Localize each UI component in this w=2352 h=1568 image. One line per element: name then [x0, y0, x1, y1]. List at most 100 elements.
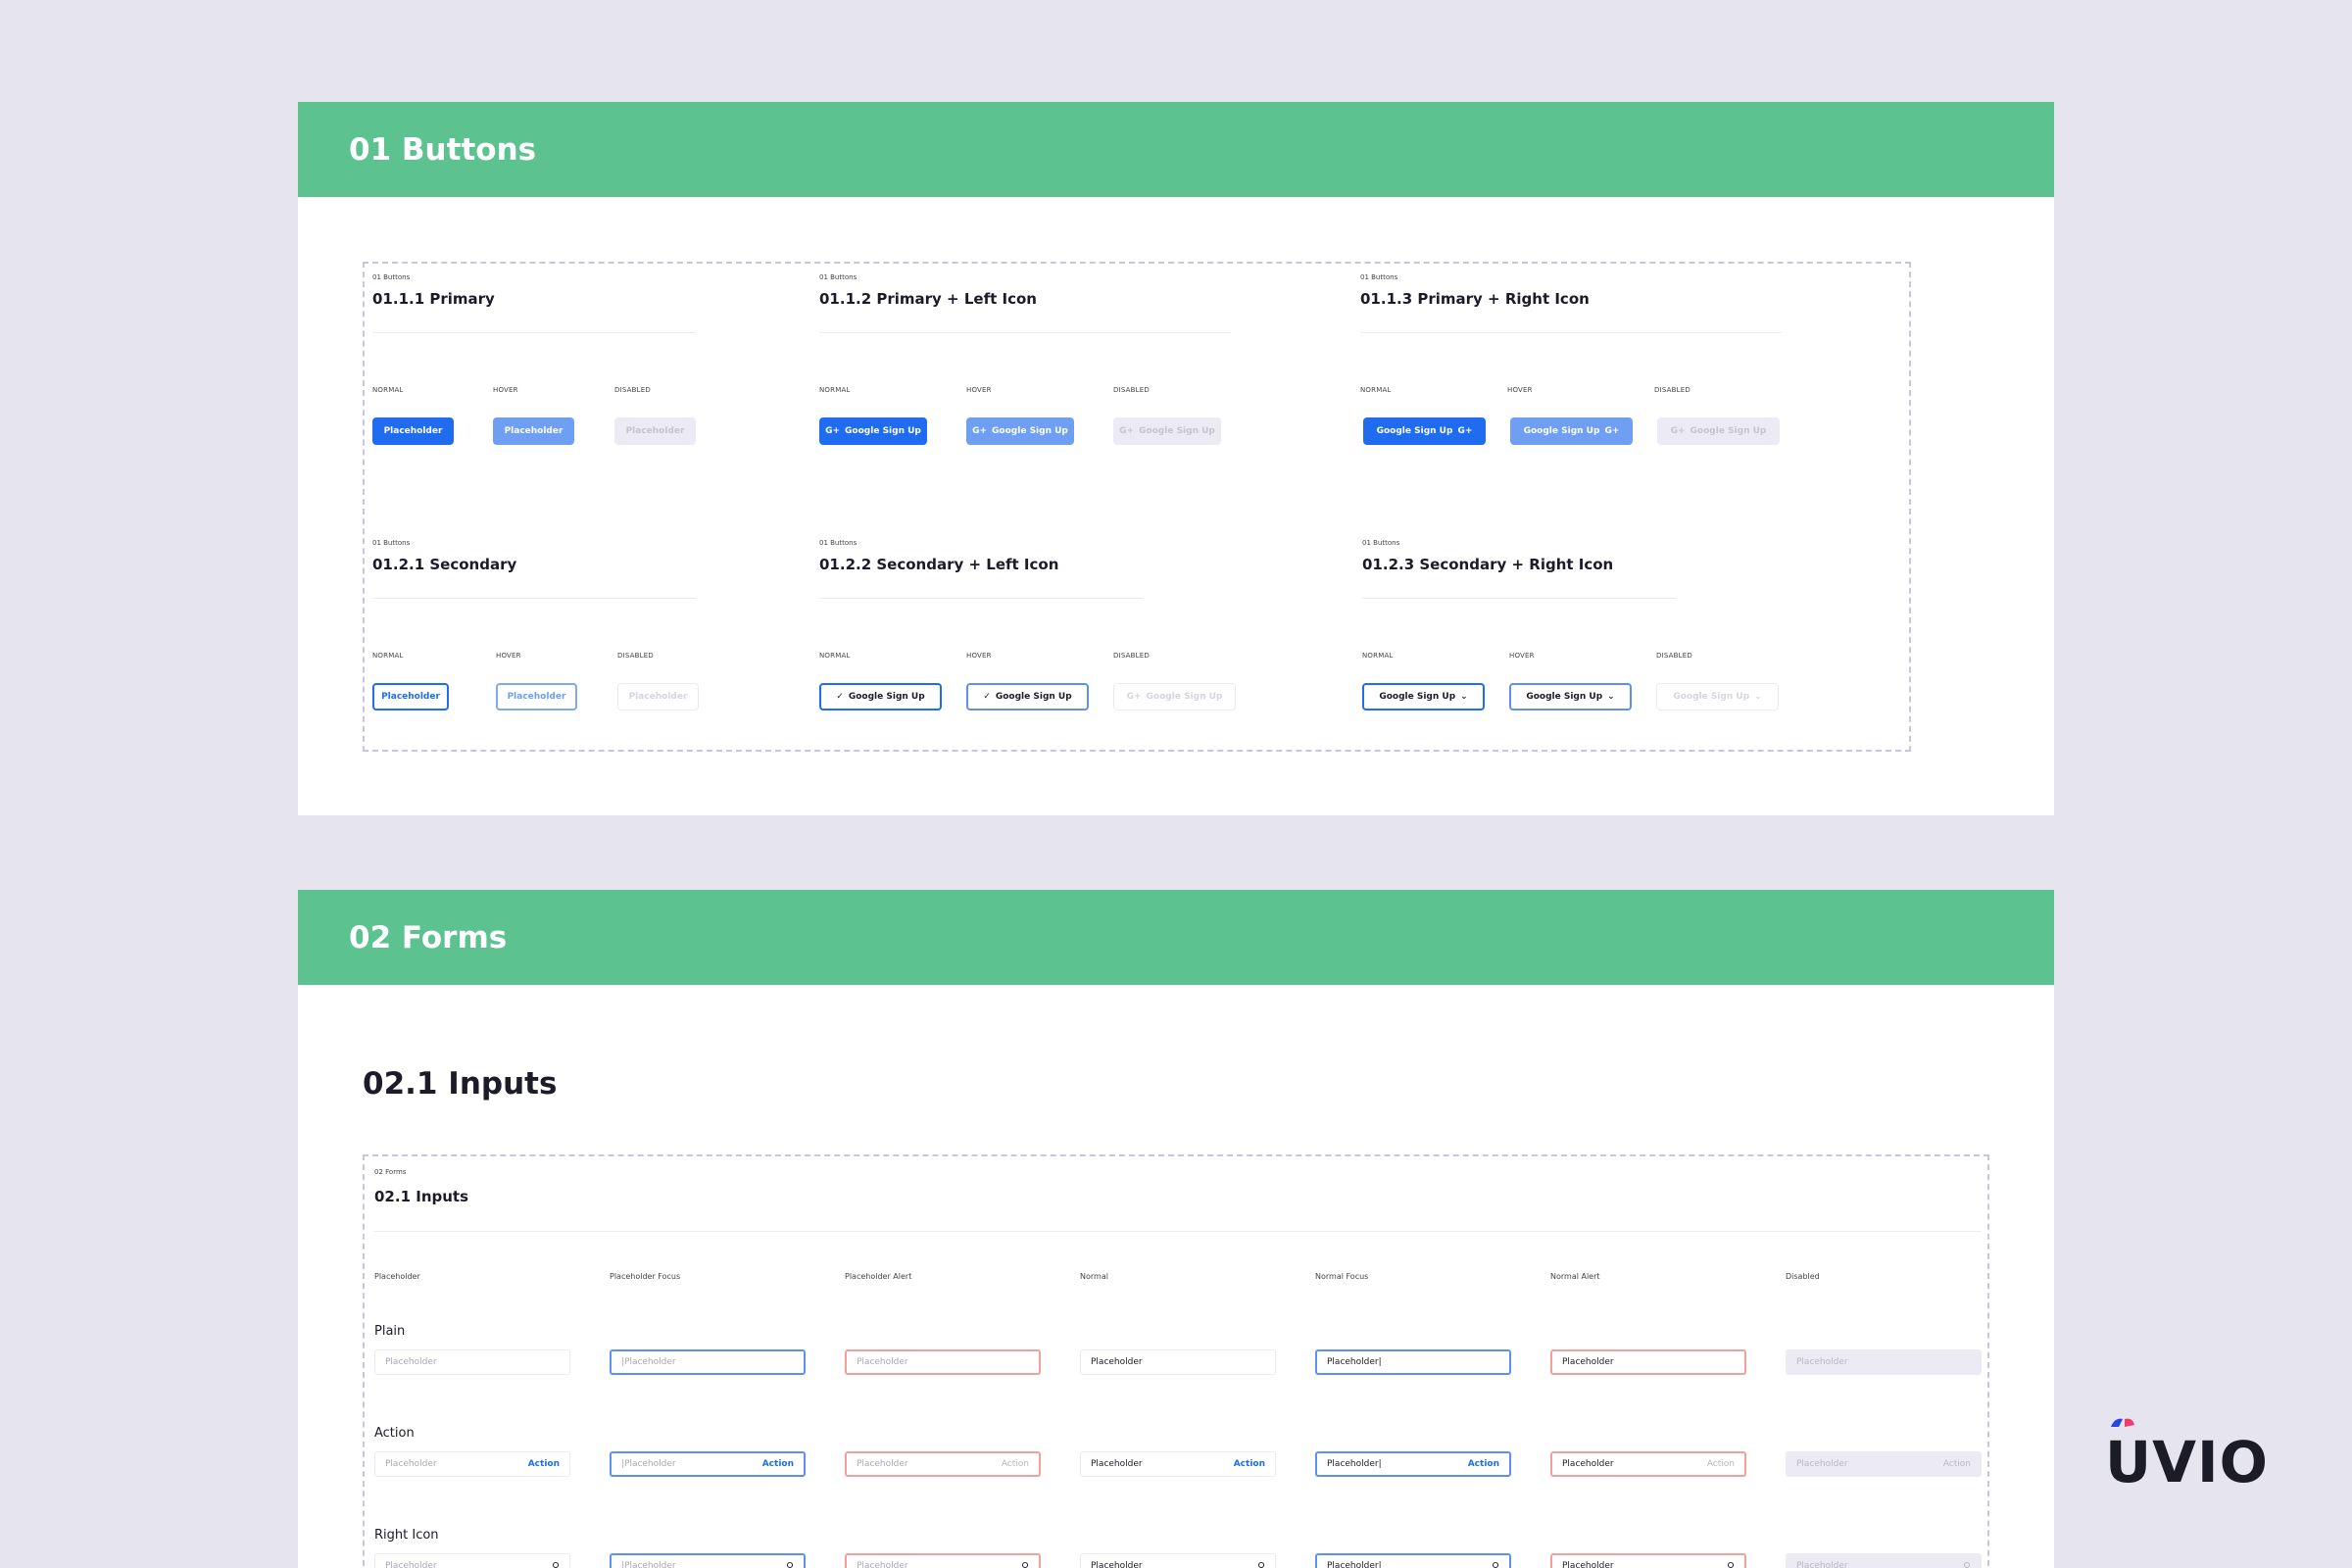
- action-input-placeholder-focus[interactable]: |Placeholder Action: [610, 1451, 806, 1477]
- group-title: 01.1.3 Primary + Right Icon: [1360, 290, 1590, 308]
- input-text: Placeholder: [857, 1561, 908, 1568]
- col-label-placeholder: Placeholder: [374, 1272, 420, 1281]
- primary-button-hover[interactable]: Placeholder: [493, 417, 574, 445]
- col-label-disabled: Disabled: [1786, 1272, 1820, 1281]
- buttons-frame: 01 Buttons 01.1.1 Primary NORMAL HOVER D…: [363, 262, 1911, 752]
- button-label: Google Sign Up: [1673, 692, 1750, 702]
- icon-input-placeholder-alert[interactable]: Placeholder ⚲: [845, 1553, 1041, 1568]
- group-tag: 01 Buttons: [819, 273, 858, 281]
- primary-left-icon-button-disabled: G+ Google Sign Up: [1113, 417, 1221, 445]
- secondary-button-normal[interactable]: Placeholder: [372, 683, 449, 710]
- group-secondary: 01 Buttons 01.2.1 Secondary NORMAL HOVER…: [372, 539, 784, 735]
- divider: [372, 598, 696, 599]
- uvio-logo: UVIO: [2105, 1418, 2268, 1492]
- input-text: |Placeholder: [621, 1459, 676, 1469]
- input-text: Placeholder: [1796, 1561, 1848, 1568]
- primary-right-icon-button-hover[interactable]: Google Sign Up G+: [1510, 417, 1633, 445]
- group-tag: 01 Buttons: [819, 539, 858, 547]
- state-label-hover: HOVER: [1507, 386, 1533, 394]
- action-link[interactable]: Action: [1001, 1459, 1029, 1469]
- search-icon: ⚲: [1726, 1559, 1735, 1568]
- check-icon: ✓: [983, 692, 991, 702]
- group-title: 01.2.1 Secondary: [372, 556, 517, 573]
- state-label-hover: HOVER: [966, 386, 992, 394]
- group-title: 01.1.2 Primary + Left Icon: [819, 290, 1037, 308]
- input-text: Placeholder: [1091, 1459, 1143, 1469]
- secondary-button-hover[interactable]: Placeholder: [496, 683, 577, 710]
- search-icon: ⚲: [1962, 1559, 1971, 1568]
- plain-input-normal[interactable]: Placeholder: [1080, 1349, 1276, 1375]
- action-link[interactable]: Action: [527, 1459, 560, 1469]
- action-input-placeholder[interactable]: Placeholder Action: [374, 1451, 570, 1477]
- plain-input-placeholder-focus[interactable]: |Placeholder: [610, 1349, 806, 1375]
- button-label: Placeholder: [383, 426, 443, 436]
- action-input-disabled: Placeholder Action: [1786, 1451, 1982, 1477]
- buttons-section-header: 01 Buttons: [298, 102, 2054, 197]
- icon-input-normal-alert[interactable]: Placeholder ⚲: [1550, 1553, 1746, 1568]
- button-label: Placeholder: [507, 692, 566, 702]
- secondary-right-icon-button-hover[interactable]: Google Sign Up ⌄: [1509, 683, 1632, 710]
- secondary-left-icon-button-hover[interactable]: ✓ Google Sign Up: [966, 683, 1089, 710]
- secondary-button-disabled: Placeholder: [617, 683, 699, 710]
- google-plus-icon: G+: [825, 426, 841, 436]
- secondary-left-icon-button-normal[interactable]: ✓ Google Sign Up: [819, 683, 942, 710]
- buttons-section-title: 01 Buttons: [349, 131, 537, 168]
- state-label-hover: HOVER: [493, 386, 518, 394]
- state-label-normal: NORMAL: [819, 386, 851, 394]
- search-icon: ⚲: [1020, 1559, 1029, 1568]
- button-label: Google Sign Up: [995, 692, 1072, 702]
- button-label: Google Sign Up: [1139, 426, 1215, 436]
- action-input-normal-alert[interactable]: Placeholder Action: [1550, 1451, 1746, 1477]
- icon-input-normal[interactable]: Placeholder ⚲: [1080, 1553, 1276, 1568]
- frame-title: 02.1 Inputs: [374, 1188, 469, 1205]
- action-link[interactable]: Action: [1706, 1459, 1735, 1469]
- input-text: |Placeholder: [621, 1357, 676, 1367]
- plain-input-placeholder[interactable]: Placeholder: [374, 1349, 570, 1375]
- plain-input-disabled: Placeholder: [1786, 1349, 1982, 1375]
- frame-tag: 02 Forms: [374, 1168, 407, 1176]
- plain-input-normal-alert[interactable]: Placeholder: [1550, 1349, 1746, 1375]
- input-text: Placeholder: [385, 1561, 437, 1568]
- icon-input-placeholder[interactable]: Placeholder ⚲: [374, 1553, 570, 1568]
- chevron-down-icon: ⌄: [1754, 692, 1762, 702]
- action-link[interactable]: Action: [1467, 1459, 1499, 1469]
- plain-input-placeholder-alert[interactable]: Placeholder: [845, 1349, 1041, 1375]
- col-label-placeholder-alert: Placeholder Alert: [845, 1272, 912, 1281]
- action-input-placeholder-alert[interactable]: Placeholder Action: [845, 1451, 1041, 1477]
- action-input-normal-focus[interactable]: Placeholder| Action: [1315, 1451, 1511, 1477]
- state-label-normal: NORMAL: [1362, 652, 1394, 660]
- input-text: Placeholder: [1091, 1561, 1143, 1568]
- action-link[interactable]: Action: [761, 1459, 794, 1469]
- col-label-placeholder-focus: Placeholder Focus: [610, 1272, 681, 1281]
- divider: [819, 332, 1231, 333]
- primary-left-icon-button-normal[interactable]: G+ Google Sign Up: [819, 417, 927, 445]
- input-text: Placeholder: [1562, 1357, 1614, 1367]
- button-label: Google Sign Up: [1526, 692, 1603, 702]
- primary-button-normal[interactable]: Placeholder: [372, 417, 454, 445]
- divider: [819, 598, 1143, 599]
- button-label: Google Sign Up: [1146, 692, 1223, 702]
- state-label-hover: HOVER: [1509, 652, 1535, 660]
- state-label-disabled: DISABLED: [1113, 652, 1150, 660]
- forms-section: 02 Forms 02.1 Inputs 02 Forms 02.1 Input…: [298, 890, 2054, 1568]
- input-text: Placeholder|: [1327, 1561, 1382, 1568]
- state-label-disabled: DISABLED: [1113, 386, 1150, 394]
- primary-left-icon-button-hover[interactable]: G+ Google Sign Up: [966, 417, 1074, 445]
- button-label: Google Sign Up: [845, 426, 921, 436]
- icon-input-normal-focus[interactable]: Placeholder| ⚲: [1315, 1553, 1511, 1568]
- secondary-right-icon-button-disabled: Google Sign Up ⌄: [1656, 683, 1779, 710]
- icon-input-placeholder-focus[interactable]: |Placeholder ⚲: [610, 1553, 806, 1568]
- secondary-right-icon-button-normal[interactable]: Google Sign Up ⌄: [1362, 683, 1485, 710]
- forms-section-title: 02 Forms: [349, 919, 508, 956]
- google-plus-icon: G+: [1126, 692, 1142, 702]
- row-label-right-icon: Right Icon: [374, 1528, 439, 1543]
- action-input-normal[interactable]: Placeholder Action: [1080, 1451, 1276, 1477]
- button-label: Placeholder: [504, 426, 564, 436]
- primary-right-icon-button-normal[interactable]: Google Sign Up G+: [1363, 417, 1486, 445]
- plain-input-normal-focus[interactable]: Placeholder|: [1315, 1349, 1511, 1375]
- input-text: Placeholder: [857, 1357, 908, 1367]
- row-label-action: Action: [374, 1426, 415, 1441]
- state-label-disabled: DISABLED: [617, 652, 654, 660]
- button-label: Placeholder: [381, 692, 440, 702]
- action-link[interactable]: Action: [1233, 1459, 1265, 1469]
